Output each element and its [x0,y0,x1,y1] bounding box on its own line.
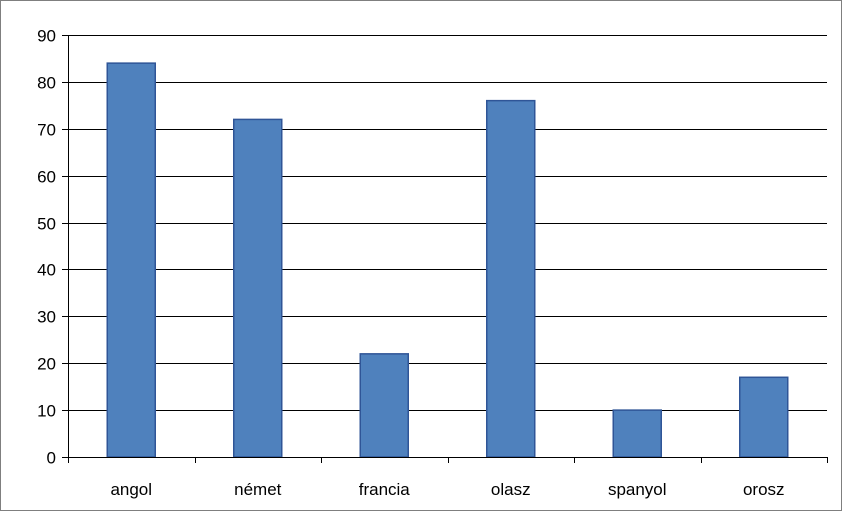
y-tick-label: 50 [37,215,56,234]
y-tick-label: 80 [37,74,56,93]
y-tick-label: 70 [37,121,56,140]
bar-német [233,118,283,458]
y-tick-label: 60 [37,168,56,187]
axes [62,35,828,463]
gridlines [68,35,827,411]
y-tick-label: 10 [37,402,56,421]
x-tick-label: olasz [491,480,531,499]
labels: 0 10 20 30 40 50 60 70 80 90 angol német francia olas… [37,27,784,500]
bar-angol [106,62,156,458]
x-tick-label: német [234,480,282,499]
x-tick-label: francia [359,480,411,499]
bar-orosz [739,376,789,458]
y-tick-label: 20 [37,355,56,374]
y-tick-label: 30 [37,308,56,327]
bars [106,62,789,458]
y-tick-label: 90 [37,27,56,46]
x-tick-label: angol [110,480,152,499]
y-tick-label: 40 [37,261,56,280]
bar-olasz [486,99,536,458]
y-tick-label: 0 [47,449,56,468]
x-tick-label: spanyol [608,480,667,499]
bar-francia [359,353,409,458]
x-tick-label: orosz [743,480,785,499]
bar-spanyol [612,409,662,458]
